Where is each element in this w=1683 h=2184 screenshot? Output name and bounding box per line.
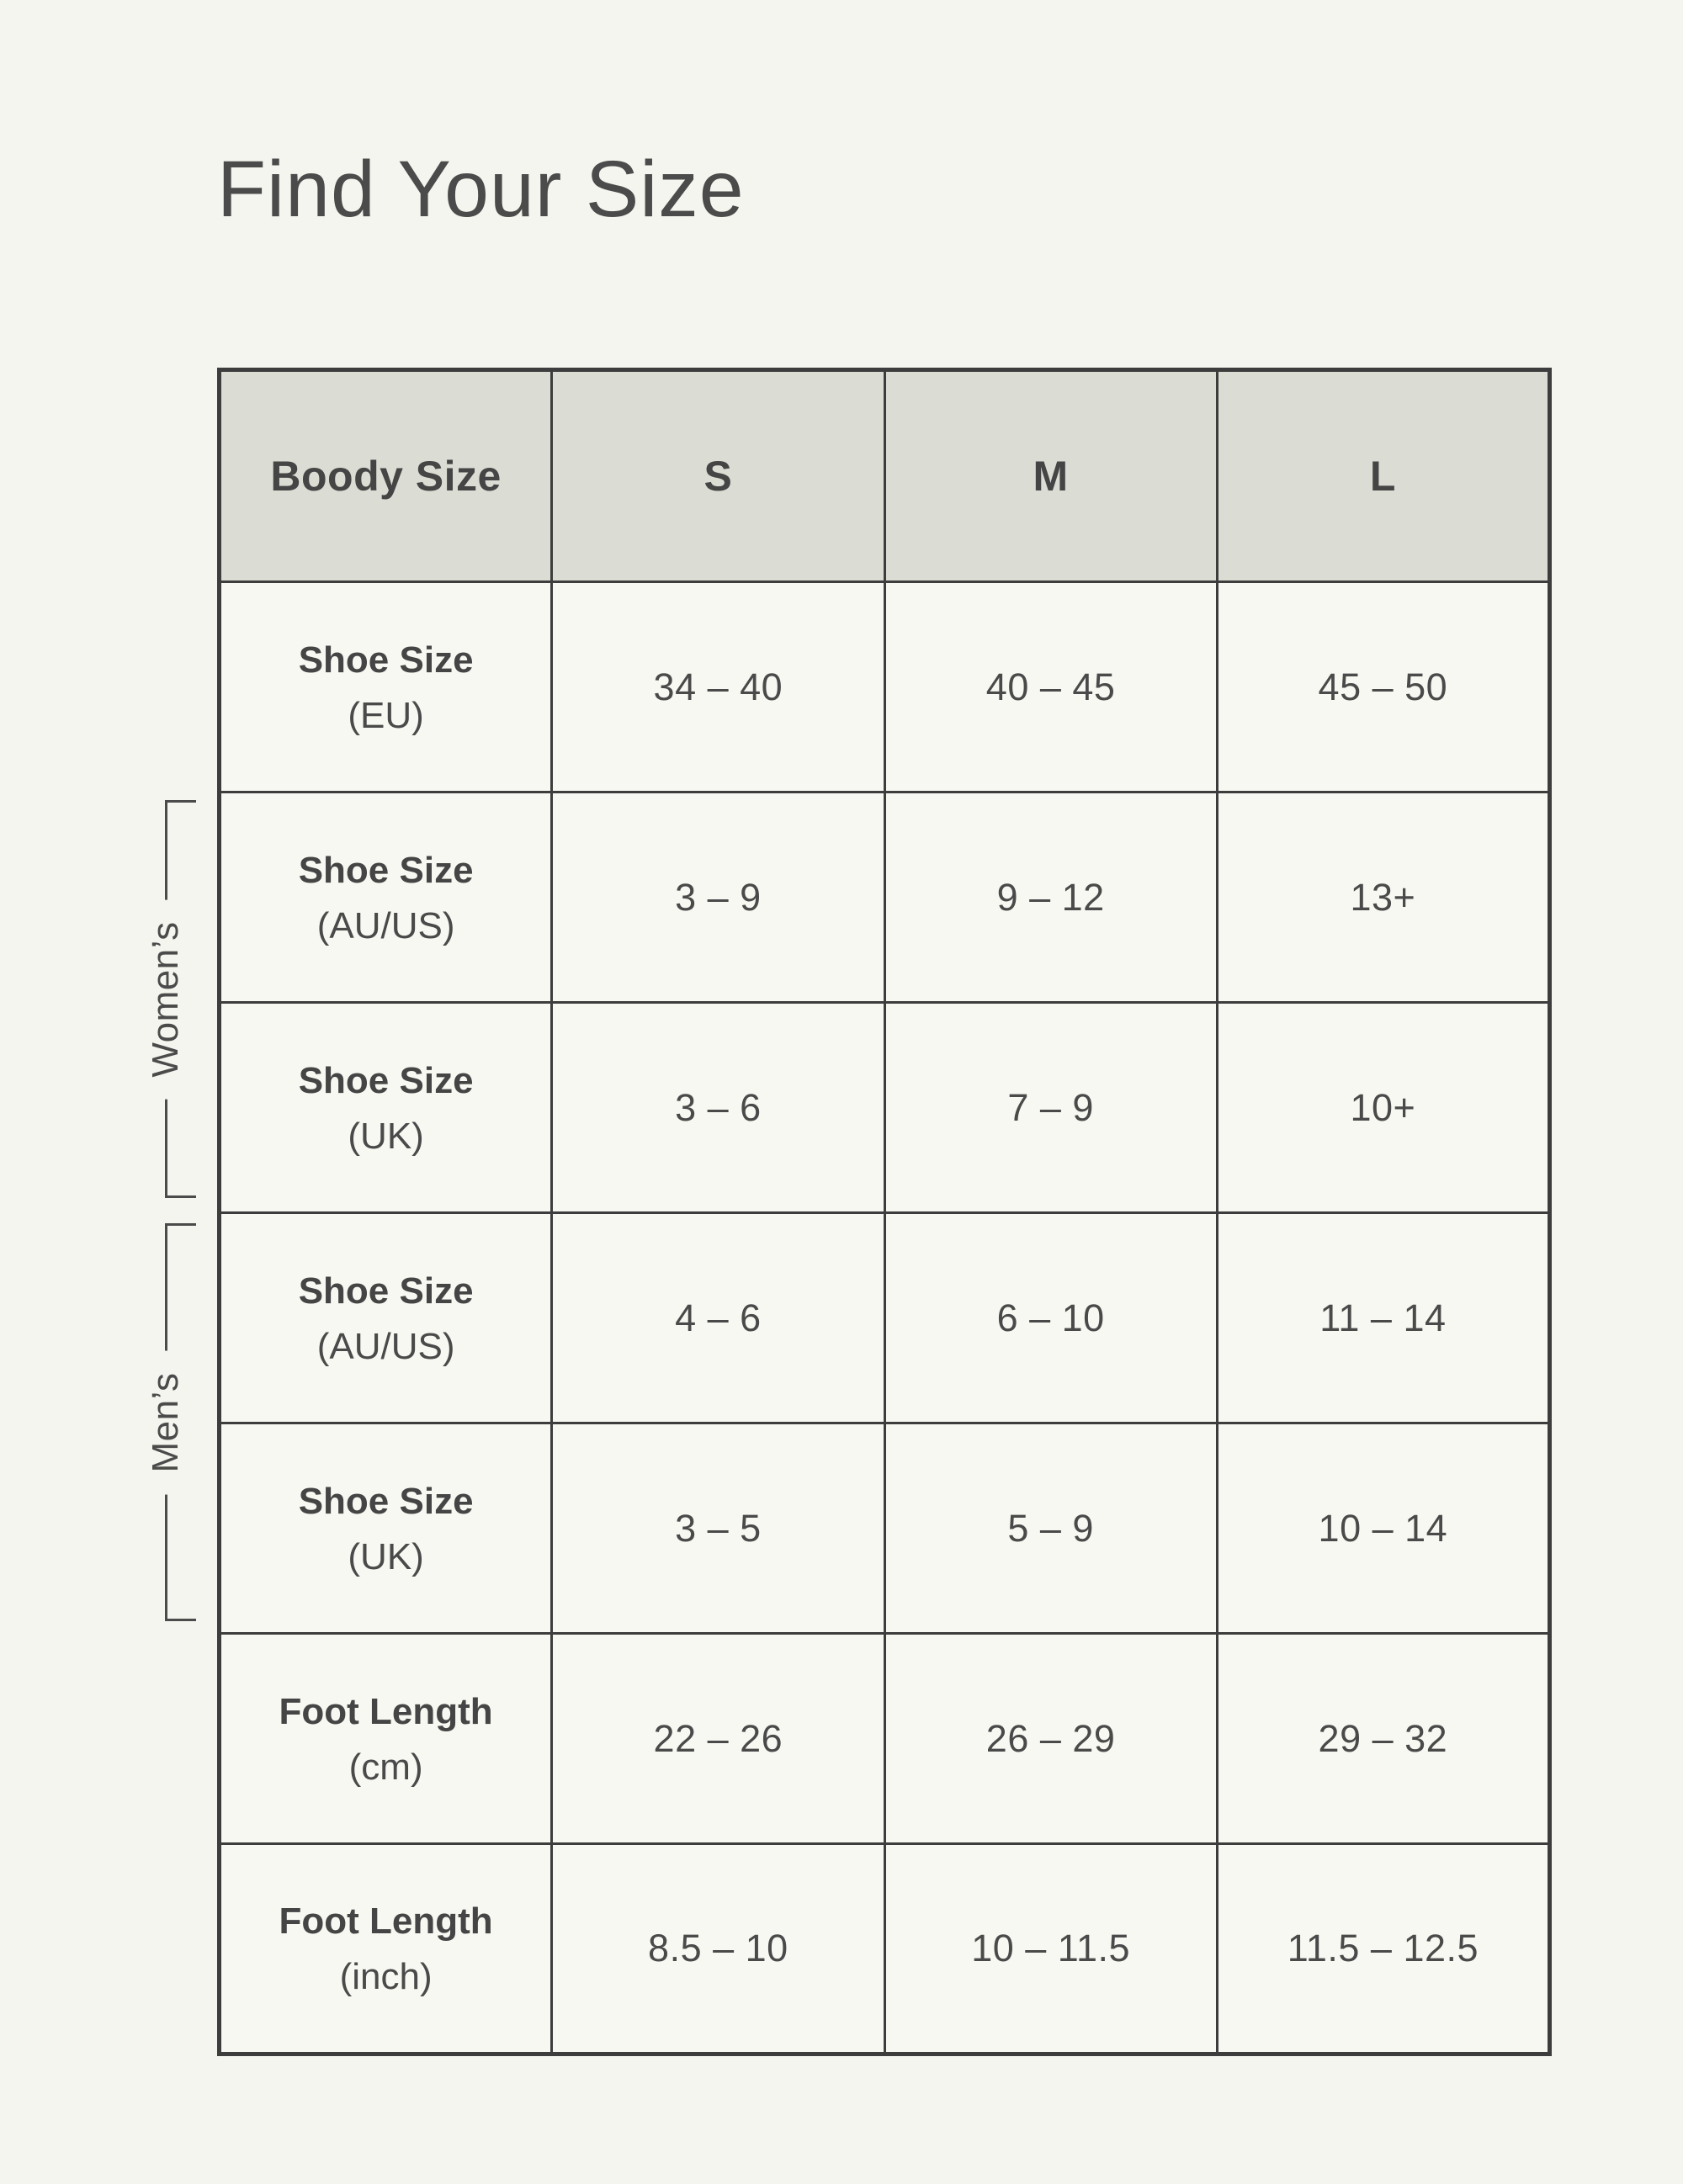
header-boody-size: Boody Size	[217, 368, 554, 583]
row-header-shoe-size-eu: Shoe Size (EU)	[217, 580, 554, 793]
row-label: Shoe Size	[298, 1480, 474, 1522]
header-size-l: L	[1215, 368, 1552, 583]
size-value-l: 45 – 50	[1215, 580, 1552, 793]
table-row: Shoe Size (UK) 3 – 6 7 – 9 10+	[217, 1001, 1552, 1214]
row-header-womens-shoe-size-au-us: Shoe Size (AU/US)	[217, 791, 554, 1004]
size-chart-table: Boody Size S M L Shoe Size (EU) 34 – 40 …	[217, 368, 1552, 2056]
size-value-l: 11.5 – 12.5	[1215, 1842, 1552, 2055]
row-header-mens-shoe-size-au-us: Shoe Size (AU/US)	[217, 1211, 554, 1424]
table-header-row: Boody Size S M L	[217, 368, 1552, 583]
row-label: Foot Length	[279, 1690, 493, 1732]
size-value-s: 22 – 26	[550, 1632, 886, 1845]
mens-group-label: Men’s	[145, 1349, 187, 1495]
size-value-m: 26 – 29	[883, 1632, 1218, 1845]
size-value-s: 8.5 – 10	[550, 1842, 886, 2055]
size-value-l: 10 – 14	[1215, 1422, 1552, 1635]
womens-group-bracket: Women’s	[145, 800, 196, 1198]
size-value-l: 13+	[1215, 791, 1552, 1004]
table-row: Shoe Size (AU/US) 3 – 9 9 – 12 13+	[217, 791, 1552, 1004]
table-row: Shoe Size (UK) 3 – 5 5 – 9 10 – 14	[217, 1422, 1552, 1635]
row-unit: (UK)	[348, 1115, 424, 1157]
row-unit: (AU/US)	[316, 1325, 455, 1367]
table-row: Shoe Size (EU) 34 – 40 40 – 45 45 – 50	[217, 580, 1552, 793]
womens-group-label: Women’s	[145, 899, 187, 1100]
size-value-m: 40 – 45	[883, 580, 1218, 793]
size-value-m: 9 – 12	[883, 791, 1218, 1004]
row-label: Foot Length	[279, 1900, 493, 1942]
header-size-m: M	[883, 368, 1218, 583]
row-label: Shoe Size	[298, 1059, 474, 1101]
mens-group-bracket: Men’s	[145, 1223, 196, 1621]
row-header-foot-length-cm: Foot Length (cm)	[217, 1632, 554, 1845]
row-header-foot-length-inch: Foot Length (inch)	[217, 1842, 554, 2055]
size-value-l: 10+	[1215, 1001, 1552, 1214]
row-label: Shoe Size	[298, 1270, 474, 1312]
table-row: Foot Length (inch) 8.5 – 10 10 – 11.5 11…	[217, 1842, 1552, 2055]
size-value-m: 10 – 11.5	[883, 1842, 1218, 2055]
row-unit: (cm)	[348, 1746, 423, 1788]
table-row: Foot Length (cm) 22 – 26 26 – 29 29 – 32	[217, 1632, 1552, 1845]
size-value-l: 29 – 32	[1215, 1632, 1552, 1845]
row-unit: (inch)	[339, 1956, 433, 1998]
table-row: Shoe Size (AU/US) 4 – 6 6 – 10 11 – 14	[217, 1211, 1552, 1424]
size-value-l: 11 – 14	[1215, 1211, 1552, 1424]
row-label: Shoe Size	[298, 639, 474, 681]
row-header-womens-shoe-size-uk: Shoe Size (UK)	[217, 1001, 554, 1214]
size-value-m: 5 – 9	[883, 1422, 1218, 1635]
size-value-m: 6 – 10	[883, 1211, 1218, 1424]
row-unit: (AU/US)	[316, 904, 455, 946]
size-value-s: 3 – 5	[550, 1422, 886, 1635]
header-size-s: S	[550, 368, 886, 583]
row-unit: (UK)	[348, 1535, 424, 1577]
size-value-m: 7 – 9	[883, 1001, 1218, 1214]
size-value-s: 4 – 6	[550, 1211, 886, 1424]
size-value-s: 34 – 40	[550, 580, 886, 793]
size-value-s: 3 – 6	[550, 1001, 886, 1214]
page-title: Find Your Size	[217, 145, 745, 234]
size-value-s: 3 – 9	[550, 791, 886, 1004]
row-unit: (EU)	[348, 694, 424, 736]
row-label: Shoe Size	[298, 849, 474, 891]
row-header-mens-shoe-size-uk: Shoe Size (UK)	[217, 1422, 554, 1635]
